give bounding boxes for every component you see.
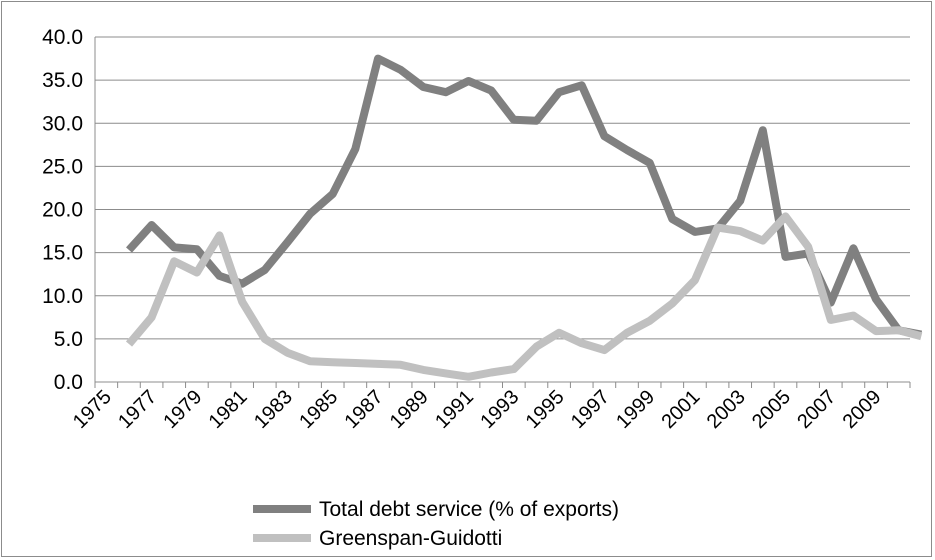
series-lines	[125, 54, 923, 381]
y-axis-tick-labels: 0.0 5.0 10.0 15.0 20.0 25.0 30.0 35.0 40.0	[42, 26, 83, 394]
legend-label-total-debt-service: Total debt service (% of exports)	[319, 498, 619, 521]
x-tick-label: 1999	[612, 386, 659, 433]
x-tick-label: 1981	[205, 386, 252, 433]
x-tick-label: 2007	[793, 386, 840, 433]
x-tick-label: 2005	[748, 386, 795, 433]
x-tick-label: 2009	[839, 386, 886, 433]
x-tick-label: 1995	[522, 386, 569, 433]
y-tick-label: 40.0	[42, 26, 83, 49]
y-tick-label: 30.0	[42, 112, 83, 135]
x-tick-label: 1997	[567, 386, 614, 433]
x-tick-label: 1987	[340, 386, 387, 433]
series-line-total-debt-service	[126, 54, 923, 339]
x-tick-label: 2001	[657, 386, 704, 433]
x-tick-label: 1991	[431, 386, 478, 433]
y-tick-label: 20.0	[42, 199, 83, 222]
x-tick-label: 1989	[386, 386, 433, 433]
legend-label-greenspan-guidotti: Greenspan-Guidotti	[319, 527, 502, 550]
x-tick-label: 1977	[114, 386, 161, 433]
x-tick-label: 1985	[295, 386, 342, 433]
x-tick-label: 1993	[476, 386, 523, 433]
legend: Total debt service (% of exports) Greens…	[253, 498, 619, 550]
x-tick-label: 1979	[159, 386, 206, 433]
y-tick-label: 15.0	[42, 242, 83, 265]
y-tick-label: 35.0	[42, 69, 83, 92]
y-tick-label: 5.0	[54, 328, 83, 351]
y-tick-label: 25.0	[42, 155, 83, 178]
gridlines	[95, 36, 910, 340]
series-line-greenspan-guidotti	[125, 212, 923, 381]
y-tick-label: 10.0	[42, 285, 83, 308]
x-axis-tick-labels: 1975197719791981198319851987198919911993…	[69, 386, 886, 433]
x-tick-label: 1983	[250, 386, 297, 433]
axes	[94, 37, 911, 388]
x-tick-label: 2003	[703, 386, 750, 433]
y-tick-label: 0.0	[54, 371, 83, 394]
